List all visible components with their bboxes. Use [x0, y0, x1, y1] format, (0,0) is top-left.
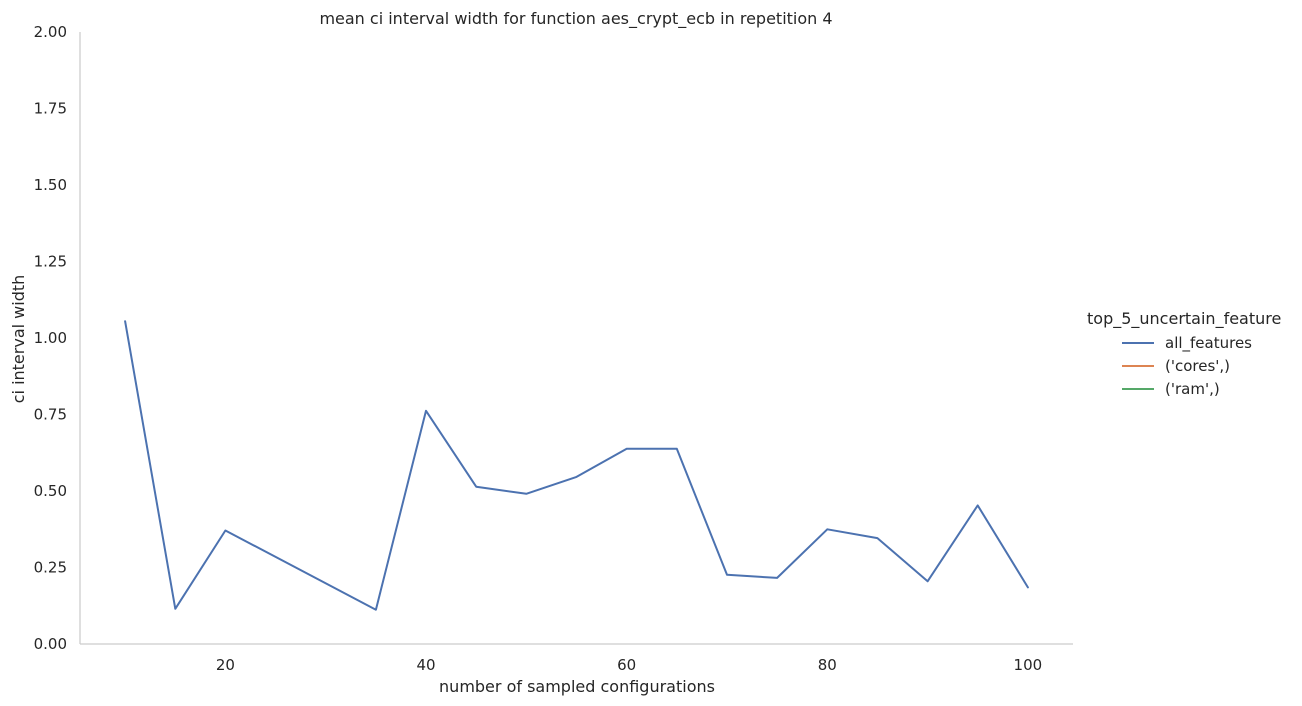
plot-area [124, 320, 1029, 611]
x-tick-label: 60 [617, 656, 636, 674]
series-line-all-features [124, 320, 1029, 611]
legend: top_5_uncertain_feature all_features ('co… [1087, 309, 1281, 398]
y-tick-label: 2.00 [34, 23, 67, 41]
x-tick-label: 20 [216, 656, 235, 674]
x-tick-label: 80 [818, 656, 837, 674]
legend-item-label: ('ram',) [1165, 380, 1220, 398]
legend-item-label: ('cores',) [1165, 357, 1230, 375]
x-tick-label: 100 [1014, 656, 1043, 674]
y-axis-label: ci interval width [9, 275, 28, 404]
x-axis-label: number of sampled configurations [439, 677, 715, 696]
y-tick-label: 0.00 [34, 635, 67, 653]
y-tick-label: 1.25 [34, 253, 67, 271]
axes: 0.00 0.25 0.50 0.75 1.00 1.25 1.50 1.75 2.00 20 40… [34, 23, 1073, 674]
y-tick-label: 0.50 [34, 482, 67, 500]
legend-title: top_5_uncertain_feature [1087, 309, 1281, 329]
y-tick-label: 1.50 [34, 176, 67, 194]
y-tick-label: 0.75 [34, 406, 67, 424]
legend-item-label: all_features [1165, 334, 1252, 353]
y-tick-label: 0.25 [34, 559, 67, 577]
chart-title: mean ci interval width for function aes_… [319, 9, 832, 29]
y-tick-label: 1.00 [34, 329, 67, 347]
y-tick-label: 1.75 [34, 100, 67, 118]
x-tick-label: 40 [416, 656, 435, 674]
